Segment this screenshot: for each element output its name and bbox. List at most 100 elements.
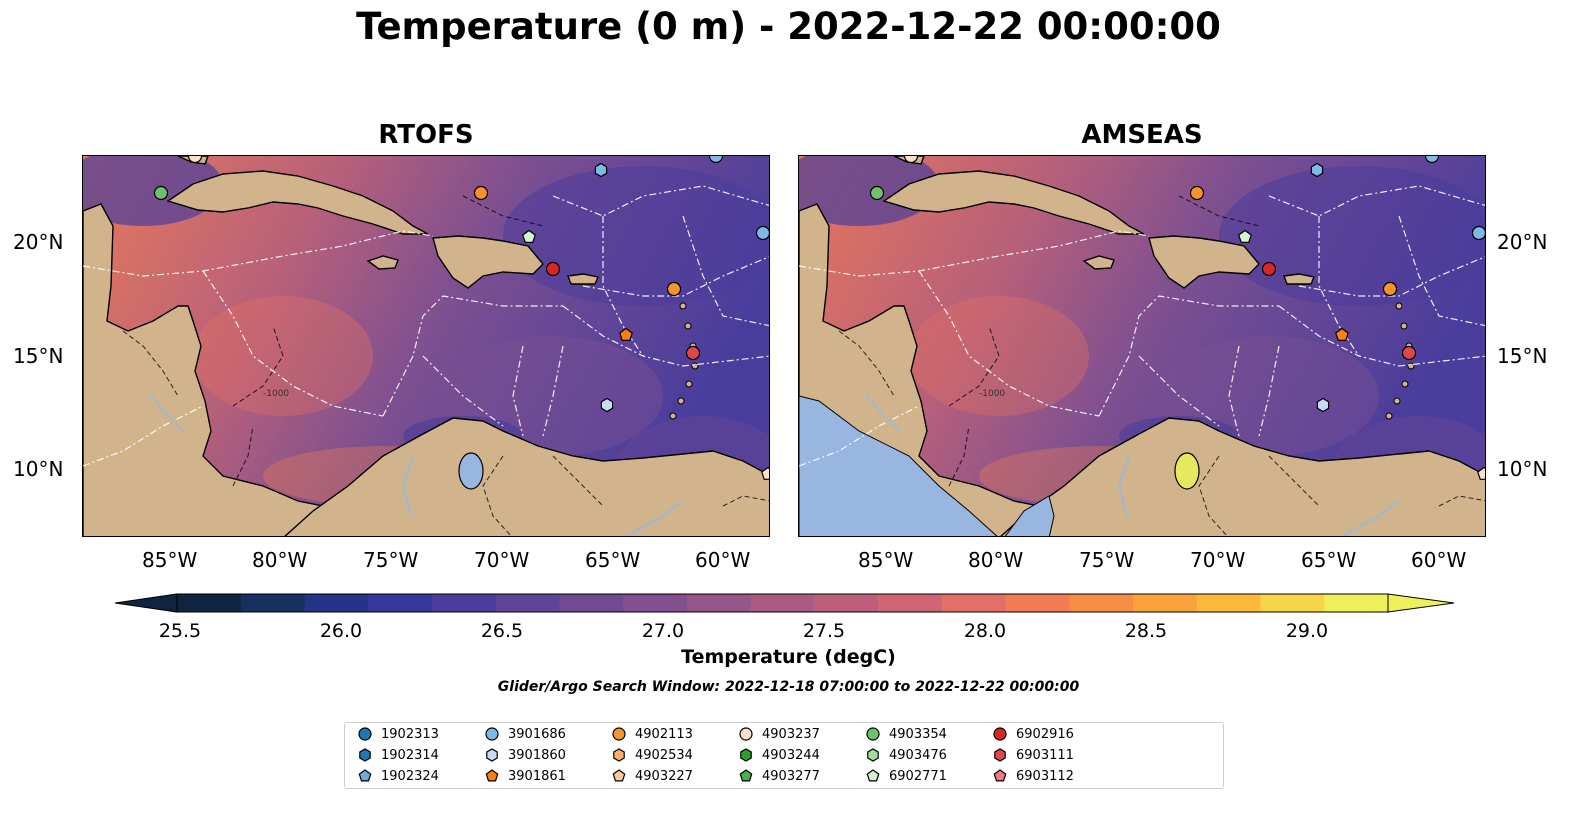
land-mass [1082,255,1115,270]
masked-region [799,395,998,536]
colorbar-cell [1069,594,1134,612]
legend-label: 3901860 [508,747,566,763]
legend-label: 4903237 [762,726,820,742]
island [684,322,692,330]
lake-maracaibo [458,452,484,490]
legend-item: 4903476 [865,747,947,763]
island [1395,302,1403,310]
colorbar-tick-label: 26.0 [319,620,363,642]
legend-item: 6902771 [865,768,947,784]
lon-label-70w: 70°W [474,548,530,572]
legend-label: 1902314 [381,747,439,763]
legend: 1902313 1902314 1902324 3901686 3901860 39018… [344,722,1224,789]
colorbar-cell [750,594,815,612]
contour-line [1438,495,1485,507]
eez-boundary-line [552,185,769,217]
pentagon-marker-icon [993,769,1007,782]
legend-item: 3901686 [484,726,566,742]
river [866,395,900,432]
legend-label: 4903354 [889,726,947,742]
eez-boundary-line [1398,215,1485,327]
land-mass [1283,273,1315,285]
eez-boundary-line [542,345,564,437]
colorbar-tick-label: 25.5 [158,620,202,642]
legend-item: 1902314 [357,747,439,763]
float-marker [473,185,489,201]
lat-label-10n-right: 10°N [1497,457,1548,481]
contour-line [948,325,1000,407]
float-marker [761,466,769,480]
river [624,500,684,536]
lon-label-75w: 75°W [1079,548,1135,572]
river [401,455,414,517]
river [150,395,184,432]
circle-marker-icon [739,727,753,741]
float-marker [1189,185,1205,201]
colorbar [115,593,1455,613]
lat-label-10n-left: 10°N [13,457,64,481]
map-panel-rtofs: -1000 [82,155,770,537]
contour-line [462,195,544,227]
float-marker [619,327,633,341]
island [679,302,687,310]
legend-label: 4903476 [889,747,947,763]
colorbar-tick-label: 27.0 [641,620,685,642]
legend-label: 3901861 [508,768,566,784]
eez-boundary-line [1268,185,1485,217]
lat-label-20n-left: 20°N [13,230,64,254]
legend-item: 3901861 [484,768,566,784]
legend-item: 4903227 [611,768,693,784]
float-marker [1238,229,1252,243]
lake-maracaibo [1174,452,1200,490]
land-mass [284,417,769,536]
figure-title: Temperature (0 m) - 2022-12-22 00:00:00 [356,5,1221,48]
colorbar-cell [368,594,433,612]
legend-label: 6903111 [1016,747,1074,763]
legend-item: 3901860 [484,747,566,763]
land-mass [166,170,429,235]
legend-label: 1902313 [381,726,439,742]
float-marker [1335,327,1349,341]
lat-label-20n-right: 20°N [1497,230,1548,254]
colorbar-cell [559,594,624,612]
eez-boundary-line [682,215,769,327]
eez-boundary-line [83,405,204,467]
legend-label: 4903277 [762,768,820,784]
colorbar-cell [240,594,305,612]
contour-line [232,425,254,487]
legend-item: 1902324 [357,768,439,784]
float-marker [903,156,919,164]
hexagon-marker-icon [994,748,1006,762]
island [1385,412,1393,420]
lon-label-65w: 65°W [585,548,641,572]
colorbar-tick-label: 28.0 [963,620,1007,642]
colorbar-title: Temperature (degC) [681,646,896,668]
island [1400,322,1408,330]
island [1393,397,1401,405]
colorbar-cell [878,594,943,612]
legend-label: 6902771 [889,768,947,784]
float-marker [708,156,724,164]
contour-label: -1000 [979,389,1005,399]
eez-boundary-line [512,345,524,437]
legend-label: 4903227 [635,768,693,784]
colorbar-cell [431,594,497,612]
panel-title-amseas: AMSEAS [1081,120,1203,150]
float-marker [522,229,536,243]
island [677,397,685,405]
map-panel-amseas: -1000 [798,155,1486,537]
colorbar-tick-label: 29.0 [1285,620,1329,642]
lat-label-15n-right: 15°N [1497,344,1548,368]
lon-label-75w: 75°W [363,548,419,572]
island [1401,380,1409,388]
legend-label: 3901686 [508,726,566,742]
temperature-anomaly [83,156,223,226]
land-mass [1000,417,1485,536]
float-marker [1310,162,1324,178]
hexagon-marker-icon [740,748,752,762]
legend-label: 4902534 [635,747,693,763]
eez-boundary-line [1228,345,1240,437]
legend-item: 6903111 [992,747,1074,763]
circle-marker-icon [866,727,880,741]
colorbar-tick-label: 26.5 [480,620,524,642]
